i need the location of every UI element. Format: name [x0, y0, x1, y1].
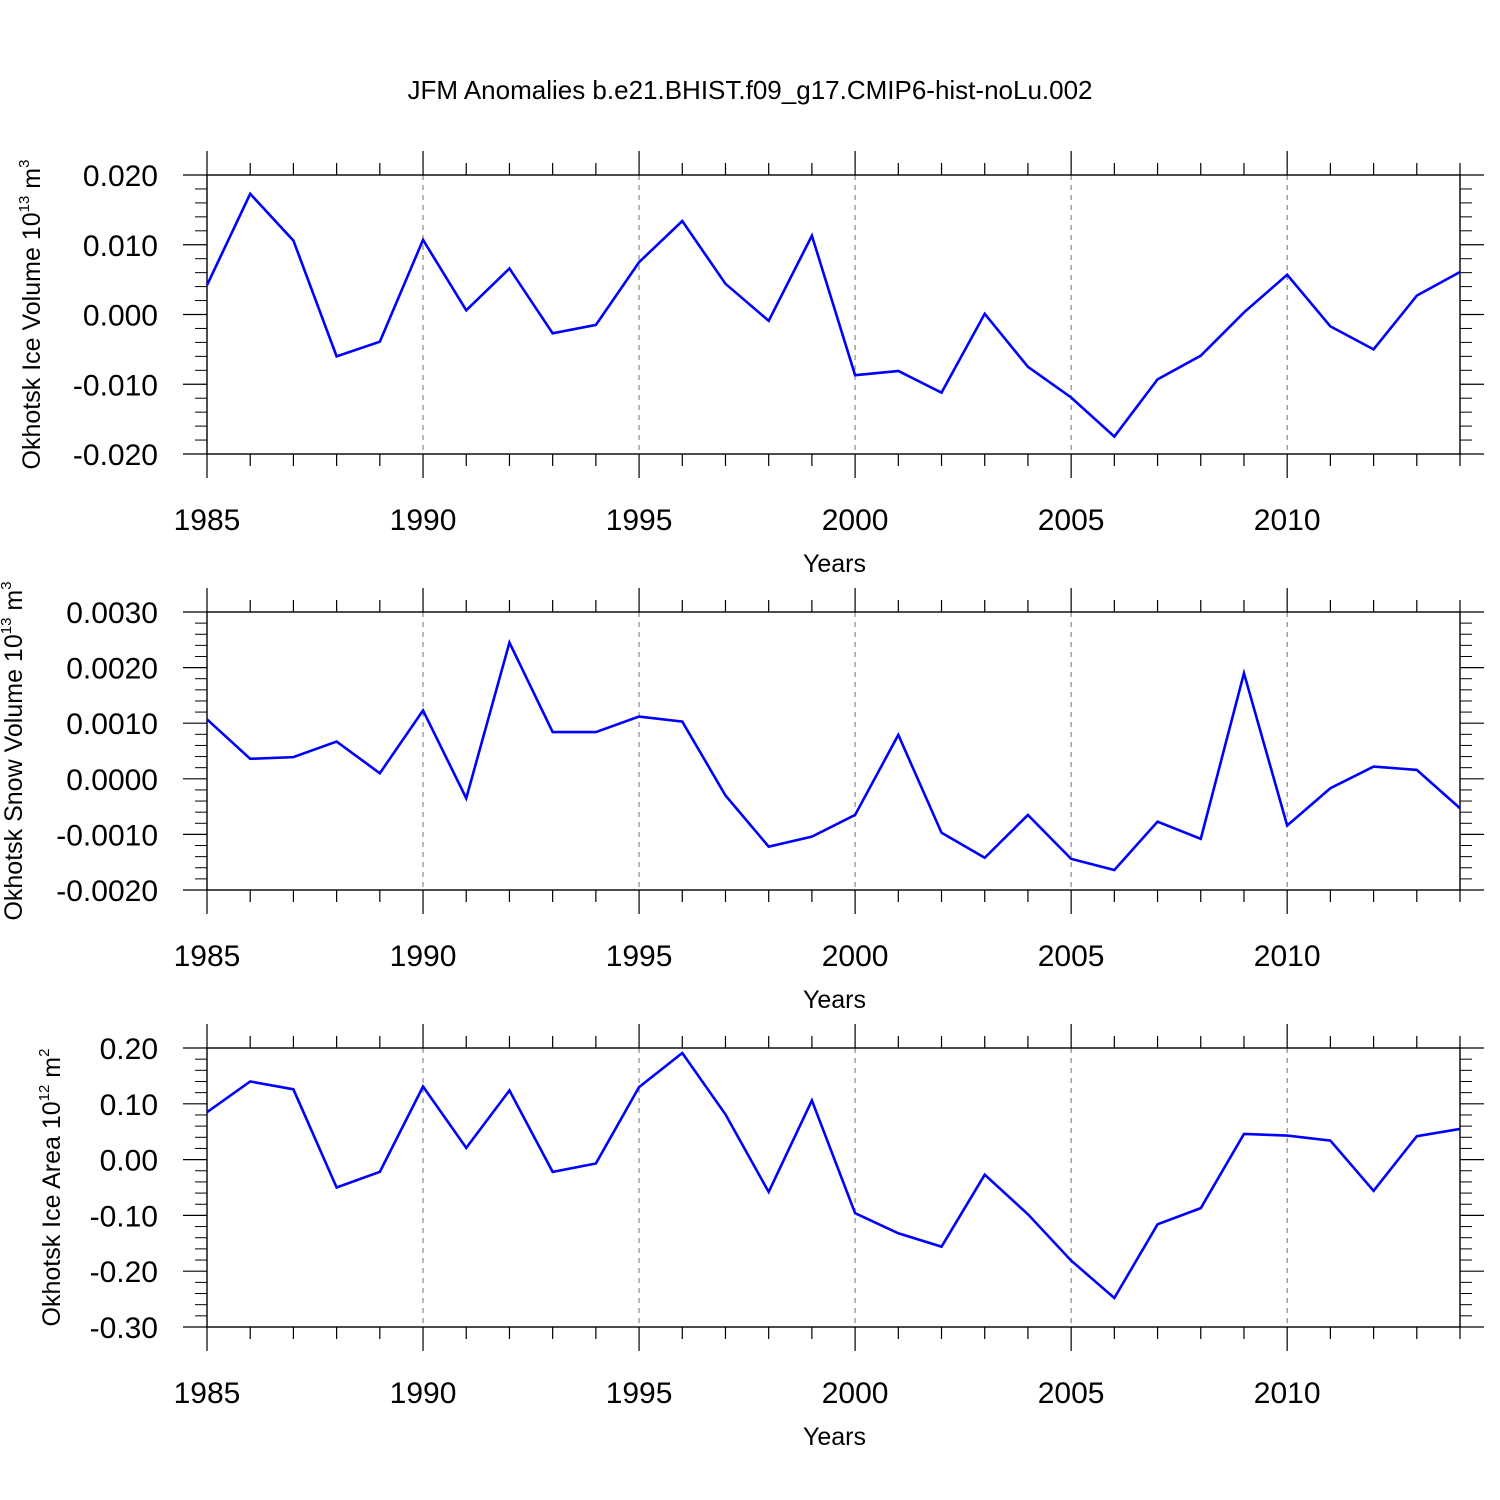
panels: 0.020 0.010 0.000 -0.010 -0.020 1985 1990 1995 2…	[0, 151, 1484, 1451]
series-line-1	[206, 638, 1461, 872]
y-axis-label: Okhotsk Ice Volume 1013 m3	[16, 160, 46, 470]
y-tick-label: -0.0020	[56, 875, 158, 908]
x-axis-label: Years	[803, 550, 866, 578]
x-tick-label: 2010	[1254, 504, 1321, 537]
x-axis-label: Years	[803, 986, 866, 1014]
x-tick-label: 1995	[606, 1377, 673, 1410]
x-tick-label: 1995	[606, 504, 673, 537]
x-tick-label: 1985	[174, 940, 241, 973]
figure-title: JFM Anomalies b.e21.BHIST.f09_g17.CMIP6-…	[407, 75, 1092, 105]
x-tick-label: 1990	[390, 940, 457, 973]
y-tick-label: -0.0010	[56, 819, 158, 852]
series-line-1	[206, 1051, 1461, 1300]
x-tick-label: 2000	[822, 504, 889, 537]
y-tick-label: 0.000	[83, 300, 158, 333]
y-tick-label: 0.010	[83, 230, 158, 263]
y-tick-label: -0.20	[90, 1256, 158, 1289]
y-tick-label: 0.0030	[66, 597, 158, 630]
x-tick-label: 2000	[822, 940, 889, 973]
y-tick-label: 0.0020	[66, 653, 158, 686]
y-tick-label: 0.20	[100, 1033, 158, 1066]
y-tick-label: 0.10	[100, 1089, 158, 1122]
y-tick-label: 0.0010	[66, 708, 158, 741]
x-tick-label: 1985	[174, 1377, 241, 1410]
y-tick-label: -0.020	[73, 439, 158, 472]
plot-frame	[206, 174, 1461, 455]
y-tick-label: -0.010	[73, 369, 158, 402]
x-tick-label: 1990	[390, 1377, 457, 1410]
y-tick-label: -0.10	[90, 1200, 158, 1233]
x-axis-label: Years	[803, 1423, 866, 1451]
x-tick-label: 2010	[1254, 1377, 1321, 1410]
x-tick-label: 2005	[1038, 1377, 1105, 1410]
plot-frame	[206, 611, 1461, 891]
x-tick-label: 2005	[1038, 940, 1105, 973]
y-tick-label: 0.020	[83, 160, 158, 193]
y-tick-label: 0.00	[100, 1145, 158, 1178]
x-tick-label: 2000	[822, 1377, 889, 1410]
x-tick-label: 2010	[1254, 940, 1321, 973]
y-tick-label: 0.0000	[66, 764, 158, 797]
y-axis-label: Okhotsk Ice Area 1012 m2	[36, 1049, 66, 1327]
panel-2: 0.0030 0.0020 0.0010 0.0000 -0.0010 -0.0020 19…	[0, 581, 1484, 1014]
series-line-1	[205, 191, 1461, 439]
panel-3: 0.20 0.10 0.00 -0.10 -0.20 -0.30 1985 1990 1995 2…	[36, 1024, 1484, 1451]
plot-frame	[206, 1047, 1461, 1328]
panel-1: 0.020 0.010 0.000 -0.010 -0.020 1985 1990 1995 2…	[16, 151, 1484, 578]
x-tick-label: 1985	[174, 504, 241, 537]
y-tick-label: -0.30	[90, 1312, 158, 1345]
x-tick-label: 1990	[390, 504, 457, 537]
x-tick-label: 2005	[1038, 504, 1105, 537]
y-axis-label: Okhotsk Snow Volume 1013 m3	[0, 581, 28, 920]
x-tick-label: 1995	[606, 940, 673, 973]
